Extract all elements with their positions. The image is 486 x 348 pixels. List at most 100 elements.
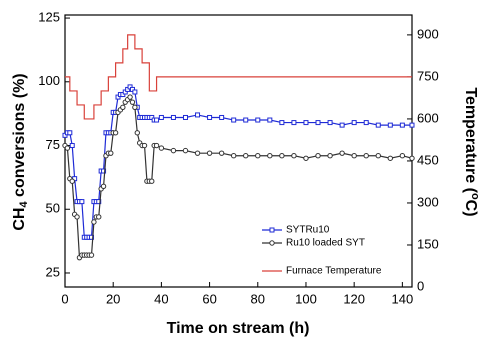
- y2-label-part: C): [462, 200, 479, 217]
- marker: [255, 153, 261, 159]
- legend-marker: [269, 227, 275, 233]
- series-line: [64, 96, 413, 260]
- marker: [363, 153, 369, 159]
- x-axis-label: Time on stream (h): [167, 320, 310, 337]
- y2-tick-label: 900: [417, 26, 439, 41]
- marker: [67, 130, 73, 136]
- marker: [129, 99, 136, 105]
- marker: [218, 150, 225, 156]
- marker: [351, 120, 357, 126]
- marker: [327, 120, 333, 126]
- marker: [243, 117, 249, 123]
- marker: [409, 122, 415, 128]
- marker: [255, 117, 261, 123]
- x-tick-label: 40: [154, 291, 168, 306]
- x-tick-label: 80: [251, 291, 265, 306]
- x-tick-label: 60: [202, 291, 216, 306]
- marker: [387, 155, 394, 161]
- marker: [351, 153, 357, 159]
- x-tick-label: 120: [343, 291, 365, 306]
- y-tick-label: 100: [38, 73, 60, 88]
- marker: [182, 114, 188, 120]
- marker: [387, 122, 393, 128]
- marker: [327, 153, 333, 159]
- marker: [132, 89, 138, 95]
- marker: [291, 153, 297, 159]
- marker: [154, 117, 160, 123]
- series-line: [65, 34, 412, 120]
- marker: [303, 155, 309, 161]
- marker: [315, 153, 321, 159]
- series-line: [64, 86, 412, 238]
- marker: [120, 104, 126, 110]
- marker: [303, 120, 309, 126]
- marker: [96, 214, 102, 220]
- marker: [230, 153, 237, 159]
- x-tick-label: 20: [106, 291, 120, 306]
- marker: [375, 122, 381, 128]
- marker: [170, 114, 176, 120]
- y-tick-label: 125: [38, 9, 60, 24]
- marker: [100, 183, 107, 190]
- plot-frame: [64, 14, 413, 288]
- marker: [158, 114, 164, 120]
- marker: [279, 120, 285, 126]
- legend-marker: [269, 240, 275, 246]
- legend-label: Furnace Temperature: [286, 266, 382, 277]
- marker: [279, 153, 285, 159]
- y2-tick-label: 750: [417, 68, 439, 83]
- marker: [112, 130, 119, 136]
- marker: [363, 120, 369, 126]
- marker: [149, 178, 155, 184]
- y-label-sub: 4: [18, 201, 30, 208]
- marker: [96, 199, 102, 205]
- marker: [291, 120, 297, 126]
- marker: [231, 117, 237, 123]
- marker: [69, 178, 75, 184]
- y2-label-part: Temperature (: [462, 87, 479, 193]
- marker: [101, 168, 107, 174]
- marker: [243, 153, 249, 159]
- marker: [91, 219, 97, 225]
- y-label-part: conversions (%): [11, 73, 28, 201]
- y2-tick-label: 300: [417, 194, 439, 209]
- marker: [141, 142, 148, 149]
- marker: [194, 150, 201, 156]
- y-label-part: CH: [11, 208, 28, 231]
- marker: [207, 114, 213, 120]
- y2-tick-label: 600: [417, 110, 439, 125]
- marker: [195, 112, 201, 118]
- legend-label: Ru10 loaded SYT: [286, 238, 365, 249]
- marker: [267, 117, 273, 123]
- marker: [64, 145, 71, 151]
- y-tick-label: 50: [46, 201, 60, 216]
- y2-tick-label: 0: [417, 278, 424, 293]
- marker: [79, 199, 85, 205]
- marker: [339, 150, 345, 156]
- marker: [375, 153, 381, 159]
- marker: [399, 153, 406, 159]
- y2-tick-label: 150: [417, 236, 439, 251]
- y2-label-sup: o: [469, 193, 481, 200]
- marker: [89, 234, 95, 240]
- marker: [158, 145, 165, 151]
- x-tick-label: 100: [295, 291, 317, 306]
- marker: [219, 114, 225, 120]
- y-axis-label: CH4 conversions (%): [11, 73, 30, 230]
- marker: [108, 150, 114, 156]
- marker: [88, 252, 95, 258]
- marker: [409, 155, 415, 161]
- x-tick-label: 0: [61, 291, 68, 306]
- marker: [170, 147, 177, 154]
- marker: [206, 150, 213, 156]
- y-tick-label: 75: [46, 137, 60, 152]
- y2-tick-label: 450: [417, 152, 439, 167]
- marker: [153, 142, 160, 149]
- marker: [182, 147, 189, 154]
- y-tick-label: 25: [46, 264, 60, 279]
- marker: [134, 130, 140, 136]
- y2-axis-label: Temperature (oC): [462, 87, 481, 216]
- marker: [69, 143, 75, 149]
- marker: [267, 153, 273, 159]
